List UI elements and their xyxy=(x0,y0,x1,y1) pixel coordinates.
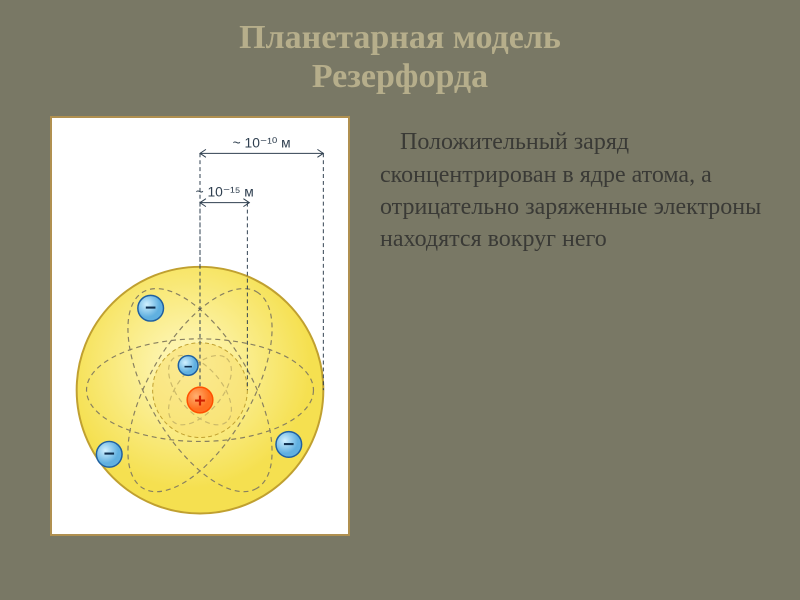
description-text: Положительный заряд сконцентрирован в яд… xyxy=(380,116,770,536)
svg-text:~ 10⁻¹⁵ м: ~ 10⁻¹⁵ м xyxy=(196,184,254,200)
svg-text:+: + xyxy=(194,390,206,412)
page-title: Планетарная модель Резерфорда xyxy=(0,0,800,96)
content-row: ~ 10⁻¹⁰ м~ 10⁻¹⁵ м+−−−− Положительный за… xyxy=(0,96,800,536)
svg-text:−: − xyxy=(104,444,115,465)
svg-text:−: − xyxy=(283,435,294,456)
title-line-2: Резерфорда xyxy=(0,57,800,96)
svg-text:−: − xyxy=(145,298,156,319)
title-line-1: Планетарная модель xyxy=(0,18,800,57)
svg-text:~ 10⁻¹⁰ м: ~ 10⁻¹⁰ м xyxy=(233,135,291,151)
atom-svg: ~ 10⁻¹⁰ м~ 10⁻¹⁵ м+−−−− xyxy=(52,118,348,534)
atom-diagram: ~ 10⁻¹⁰ м~ 10⁻¹⁵ м+−−−− xyxy=(50,116,350,536)
svg-text:−: − xyxy=(184,360,193,376)
